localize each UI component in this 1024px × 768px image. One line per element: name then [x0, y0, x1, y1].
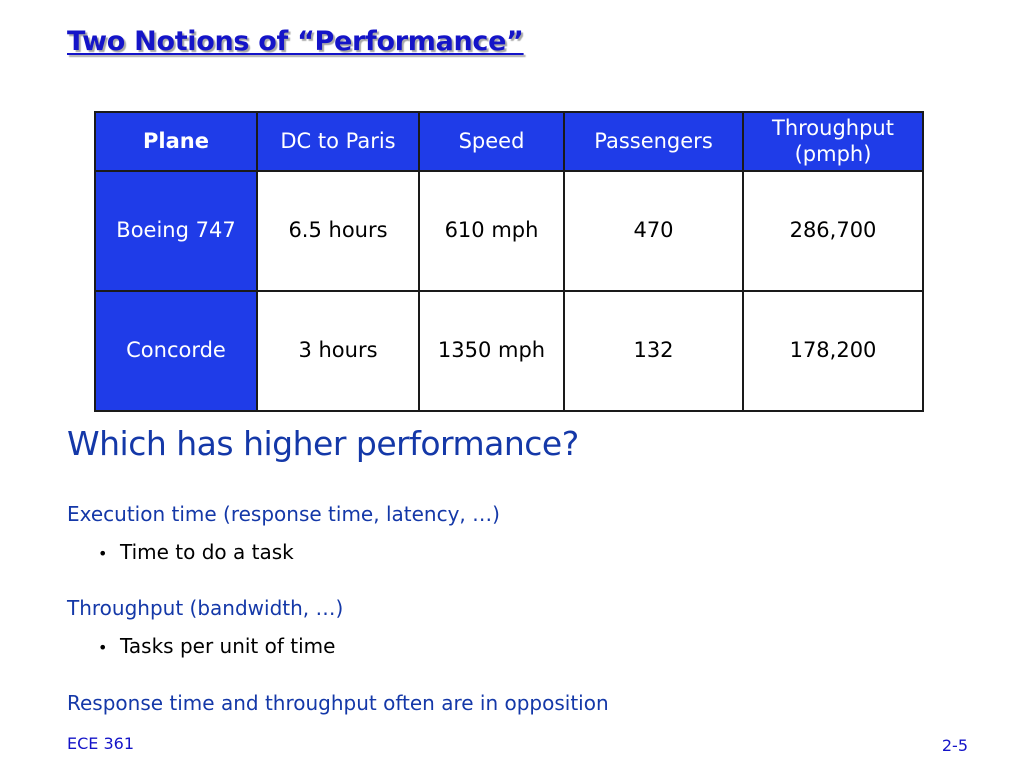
- column-header-throughput: Throughput (pmph): [742, 111, 924, 172]
- point-throughput: Throughput (bandwidth, …): [67, 596, 344, 620]
- table-row: Boeing 747 6.5 hours 610 mph 470 286,700: [94, 170, 924, 292]
- column-header-dc-to-paris: DC to Paris: [256, 111, 420, 172]
- cell-speed: 1350 mph: [418, 290, 565, 412]
- table-row: Concorde 3 hours 1350 mph 132 178,200: [94, 290, 924, 412]
- cell-dc-to-paris: 6.5 hours: [256, 170, 420, 292]
- cell-dc-to-paris: 3 hours: [256, 290, 420, 412]
- cell-passengers: 470: [563, 170, 744, 292]
- cell-speed: 610 mph: [418, 170, 565, 292]
- sub-point-time-to-do-task: • Time to do a task: [98, 540, 294, 564]
- bullet-icon: •: [98, 544, 108, 563]
- performance-table: Plane DC to Paris Speed Passengers Throu…: [94, 111, 924, 412]
- column-header-speed: Speed: [418, 111, 565, 172]
- column-header-plane: Plane: [94, 111, 258, 172]
- sub-point-text: Tasks per unit of time: [120, 634, 336, 658]
- point-execution-time: Execution time (response time, latency, …: [67, 502, 500, 526]
- cell-throughput: 286,700: [742, 170, 924, 292]
- row-header-plane: Boeing 747: [94, 170, 258, 292]
- bullet-icon: •: [98, 638, 108, 657]
- table-header-row: Plane DC to Paris Speed Passengers Throu…: [94, 111, 924, 172]
- cell-passengers: 132: [563, 290, 744, 412]
- row-header-plane: Concorde: [94, 290, 258, 412]
- slide-question: Which has higher performance?: [67, 424, 579, 463]
- sub-point-text: Time to do a task: [120, 540, 294, 564]
- point-conclusion: Response time and throughput often are i…: [67, 691, 609, 715]
- slide-title: Two Notions of “Performance”: [67, 26, 524, 57]
- column-header-passengers: Passengers: [563, 111, 744, 172]
- footer-course: ECE 361: [67, 734, 135, 753]
- footer-page-number: 2-5: [941, 736, 968, 755]
- cell-throughput: 178,200: [742, 290, 924, 412]
- sub-point-tasks-per-unit: • Tasks per unit of time: [98, 634, 335, 658]
